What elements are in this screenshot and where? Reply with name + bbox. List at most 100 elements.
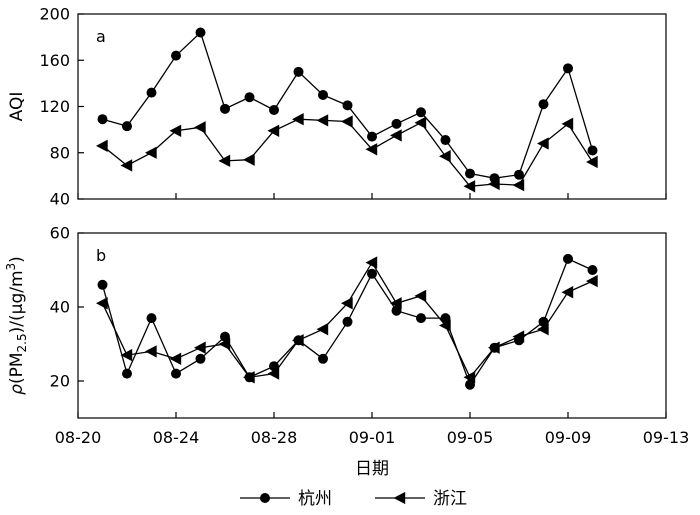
data-point-a-0-18 — [538, 99, 549, 110]
data-point-b-0-9 — [318, 353, 328, 364]
data-point-a-0-4 — [195, 27, 206, 38]
data-point-a-0-3 — [171, 50, 181, 61]
data-point-a-1-19 — [561, 117, 574, 131]
data-point-b-0-7 — [269, 361, 279, 372]
data-point-b-1-5 — [218, 337, 231, 351]
data-point-a-1-13 — [414, 116, 427, 129]
x-tick-label-09-01: 09-01 — [349, 428, 396, 447]
y-tick-label-b-60: 60 — [50, 224, 70, 243]
x-tick-label-08-20: 08-20 — [55, 428, 102, 447]
panel-label-a: a — [96, 27, 106, 46]
y-tick-label-a-40: 40 — [50, 190, 70, 209]
data-point-a-0-17 — [514, 169, 524, 180]
data-point-a-1-3 — [169, 124, 182, 137]
data-point-b-1-10 — [341, 297, 353, 310]
data-point-a-0-13 — [416, 107, 426, 118]
y-axis-title-part-0: ρ — [7, 384, 27, 395]
x-tick-label-09-13: 09-13 — [643, 428, 690, 447]
data-point-a-1-0 — [96, 139, 108, 152]
data-point-a-0-15 — [465, 168, 475, 179]
data-point-b-1-13 — [414, 289, 427, 303]
data-point-a-1-7 — [267, 124, 280, 137]
data-point-a-1-14 — [439, 150, 451, 163]
data-point-a-1-2 — [145, 146, 157, 159]
y-tick-label-a-120: 120 — [39, 97, 70, 116]
data-point-b-1-19 — [561, 286, 574, 299]
data-point-b-0-11 — [367, 268, 377, 279]
data-point-a-1-4 — [194, 121, 206, 134]
plot-frame-a — [77, 13, 667, 200]
legend-label-0: 杭州 — [298, 489, 332, 509]
data-point-a-1-5 — [218, 154, 231, 168]
panel-label-b: b — [96, 246, 106, 265]
data-point-b-1-3 — [169, 352, 182, 365]
data-point-b-1-7 — [267, 367, 280, 380]
y-axis-title-part-3: )/(μg/m — [7, 270, 27, 333]
data-point-b-0-10 — [342, 316, 353, 327]
data-point-b-1-8 — [292, 334, 304, 347]
data-point-b-1-16 — [488, 341, 500, 354]
data-point-a-1-15 — [463, 180, 476, 193]
data-point-b-1-1 — [120, 348, 133, 362]
x-tick-label-09-09: 09-09 — [545, 428, 592, 447]
data-point-a-0-14 — [440, 135, 451, 146]
data-point-b-1-0 — [96, 297, 108, 310]
data-point-b-1-6 — [243, 371, 255, 384]
y-axis-title-a: AQI — [7, 92, 27, 122]
data-point-b-0-20 — [587, 265, 598, 275]
y-tick-label-a-200: 200 — [39, 5, 70, 24]
data-point-a-1-1 — [120, 159, 133, 172]
data-point-b-1-14 — [439, 319, 451, 332]
legend-marker-1 — [393, 491, 406, 505]
data-point-a-0-20 — [587, 145, 598, 156]
data-point-a-1-9 — [316, 114, 329, 127]
data-point-b-1-11 — [365, 256, 378, 269]
data-point-b-0-5 — [220, 331, 230, 342]
data-point-b-0-13 — [416, 313, 426, 324]
y-axis-title-part-1: (PM — [7, 352, 27, 384]
y-axis-title-b: ρ(PM2.5)/(μg/m3) — [4, 256, 29, 395]
data-point-b-1-12 — [390, 297, 402, 310]
data-point-b-1-17 — [512, 330, 525, 343]
data-point-a-1-16 — [488, 177, 500, 191]
data-point-b-0-0 — [97, 279, 108, 290]
data-point-a-0-9 — [318, 89, 328, 100]
data-point-b-0-1 — [122, 368, 132, 379]
data-point-a-1-10 — [341, 115, 353, 128]
data-point-a-0-2 — [146, 87, 157, 98]
y-tick-label-b-20: 20 — [50, 372, 70, 391]
legend-marker-0 — [260, 493, 270, 503]
x-axis-title: 日期 — [355, 459, 389, 479]
data-point-b-0-14 — [440, 313, 451, 324]
data-point-a-0-1 — [122, 121, 132, 132]
data-point-a-0-8 — [293, 66, 304, 77]
data-point-b-0-12 — [391, 305, 402, 316]
data-point-a-0-5 — [220, 103, 230, 114]
data-point-b-0-3 — [171, 368, 181, 379]
data-point-b-1-20 — [586, 274, 598, 288]
y-tick-label-a-80: 80 — [50, 143, 70, 162]
y-tick-label-b-40: 40 — [50, 298, 70, 317]
x-tick-label-09-05: 09-05 — [447, 428, 494, 447]
data-point-a-1-20 — [586, 155, 598, 169]
data-point-a-1-12 — [390, 129, 402, 142]
data-point-b-0-4 — [195, 353, 206, 364]
x-tick-label-08-28: 08-28 — [251, 428, 298, 447]
data-point-a-0-7 — [269, 104, 279, 115]
y-tick-label-a-160: 160 — [39, 51, 70, 70]
data-point-b-1-15 — [463, 371, 476, 384]
data-point-a-1-6 — [243, 153, 255, 166]
data-point-a-1-18 — [537, 137, 549, 150]
data-point-a-1-17 — [512, 178, 525, 192]
legend-label-1: 浙江 — [433, 489, 467, 509]
y-axis-title-part-5: ) — [7, 256, 27, 263]
x-tick-label-08-24: 08-24 — [153, 428, 200, 447]
data-point-a-0-12 — [391, 118, 402, 129]
data-point-b-0-19 — [563, 253, 573, 264]
data-point-a-0-0 — [97, 114, 108, 125]
data-point-b-1-2 — [145, 345, 157, 358]
y-axis-title-part-4: 3 — [4, 263, 18, 271]
data-point-a-1-8 — [292, 113, 304, 126]
